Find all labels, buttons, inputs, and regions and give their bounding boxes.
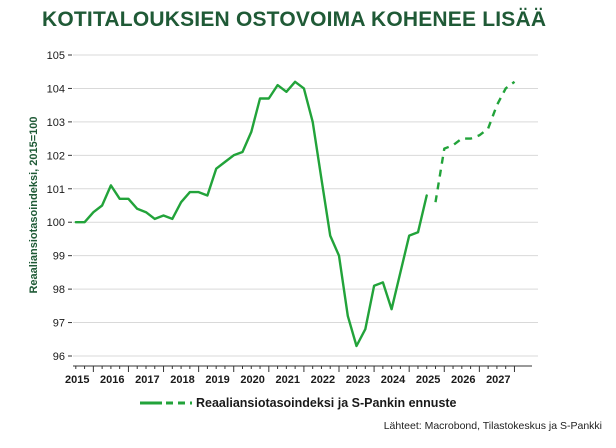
legend-swatch (140, 401, 192, 405)
axes: 96 97 98 99 100 101 102 103 104 105 2015 2016 2017 20… (47, 50, 532, 386)
y-tick-label: 97 (53, 318, 65, 330)
y-tick-label: 103 (47, 117, 65, 129)
legend: Reaaliansiotasoindeksi ja S-Pankin ennus… (140, 396, 457, 410)
x-tick-label: 2025 (416, 374, 440, 386)
history-series-line (74, 80, 428, 348)
y-tick-label: 105 (47, 50, 65, 62)
source-note: Lähteet: Macrobond, Tilastokeskus ja S-P… (383, 420, 602, 432)
y-tick-label: 100 (47, 217, 65, 229)
y-tick-label: 102 (47, 150, 65, 162)
series-lines (74, 80, 516, 348)
x-tick-label: 2017 (135, 374, 159, 386)
x-tick-label: 2026 (451, 374, 475, 386)
y-tick-label: 98 (53, 284, 65, 296)
legend-label: Reaaliansiotasoindeksi ja S-Pankin ennus… (196, 396, 457, 410)
x-tick-label: 2027 (486, 374, 510, 386)
chart-title: KOTITALOUKSIEN OSTOVOIMA KOHENEE LISÄÄ (42, 8, 547, 31)
x-tick-label: 2016 (100, 374, 124, 386)
x-tick-label: 2022 (311, 374, 335, 386)
y-tick-label: 99 (53, 251, 65, 263)
y-tick-label: 104 (47, 83, 65, 95)
x-tick-label: 2023 (346, 374, 370, 386)
x-tick-label: 2024 (381, 374, 406, 386)
x-tick-label: 2019 (205, 374, 229, 386)
y-tick-label: 96 (53, 351, 65, 363)
y-axis-label: Reaaliansiotasoindeksi, 2015=100 (28, 116, 40, 293)
gridlines (73, 54, 538, 357)
x-tick-label: 2015 (65, 374, 89, 386)
y-tick-label: 101 (47, 184, 65, 196)
x-tick-label: 2018 (170, 374, 194, 386)
x-tick-label: 2021 (276, 374, 300, 386)
x-tick-label: 2020 (240, 374, 264, 386)
forecast-series-line (434, 80, 516, 203)
